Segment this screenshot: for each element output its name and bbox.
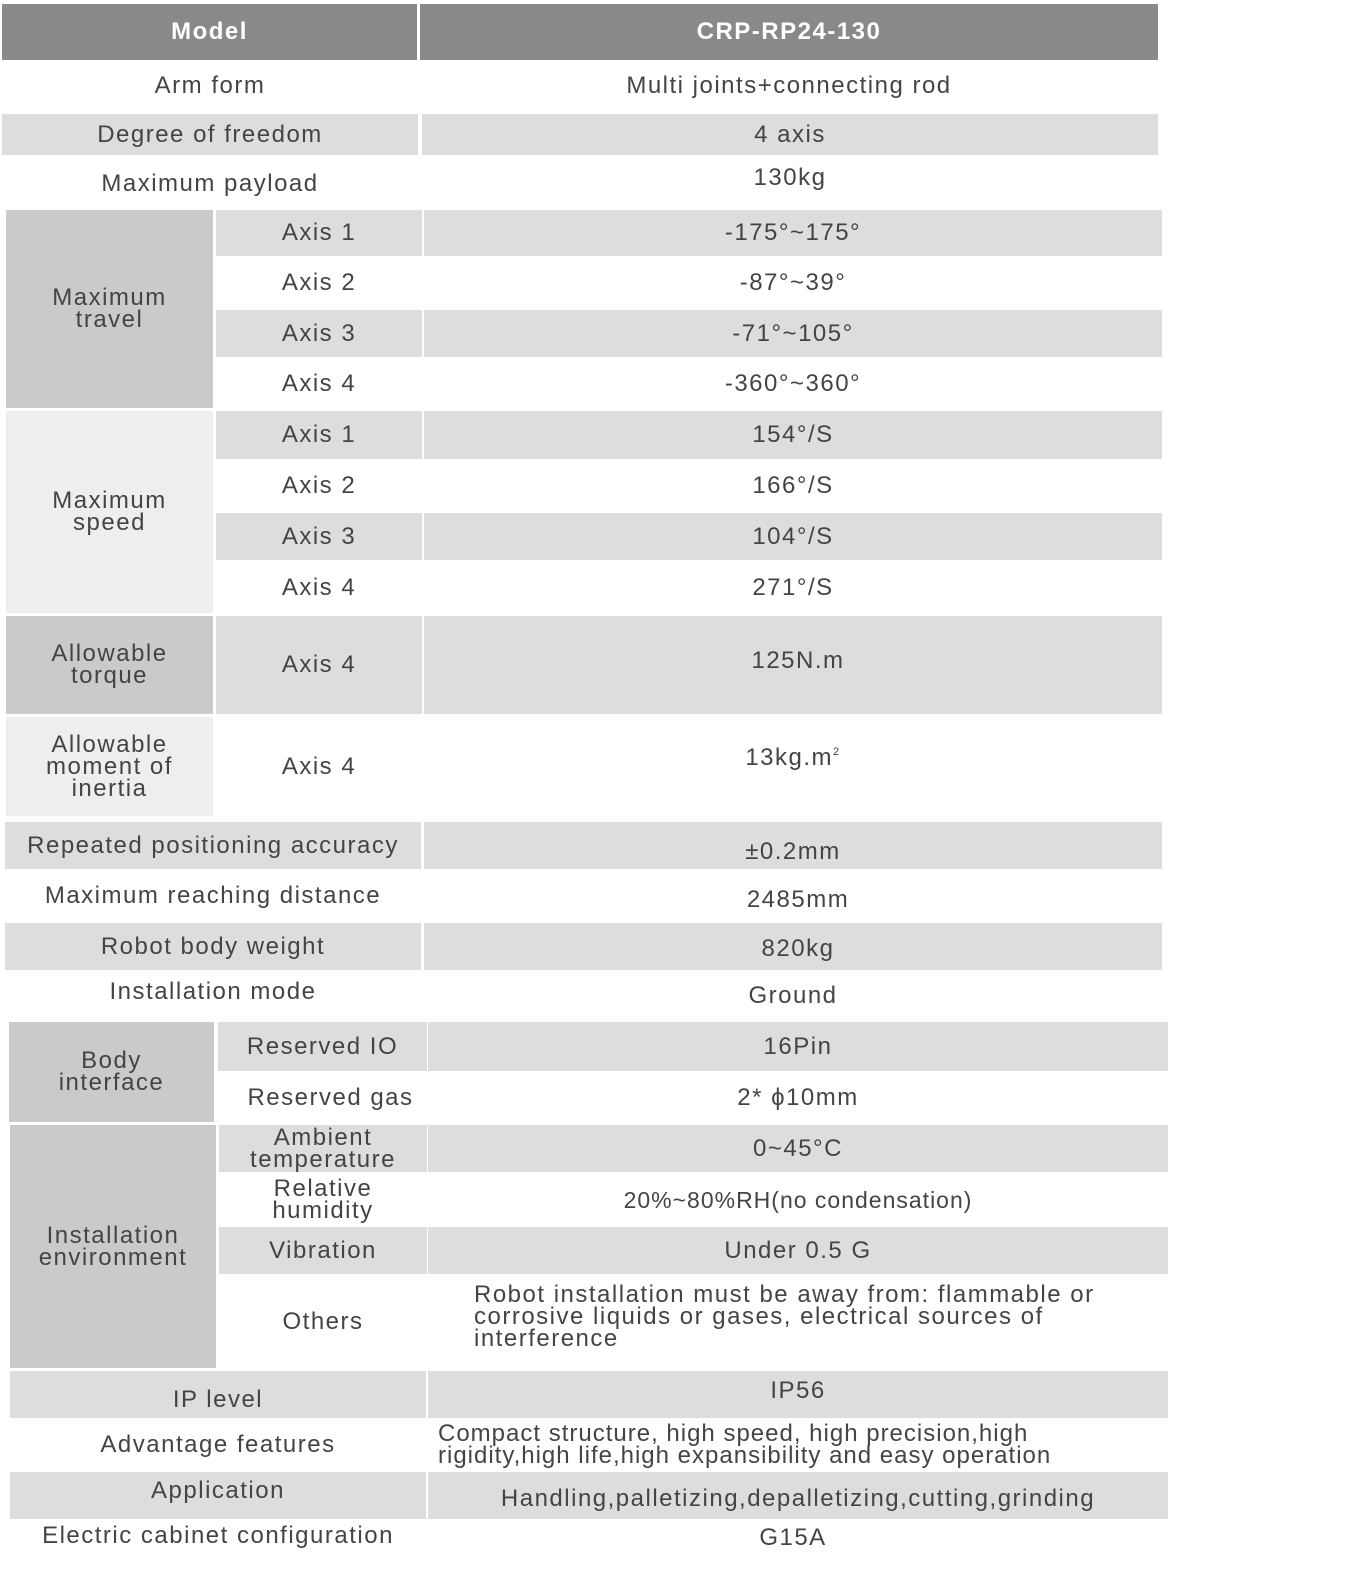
arm-form-label: Arm form: [2, 60, 418, 112]
application-label: Application: [10, 1472, 426, 1519]
ambient-value: 0~45°C: [428, 1125, 1168, 1172]
torque-axis: Axis 4: [216, 616, 422, 714]
advantage-label: Advantage features: [10, 1420, 426, 1470]
payload-label: Maximum payload: [2, 160, 418, 208]
accuracy-label: Repeated positioning accuracy: [5, 822, 421, 869]
reach-label: Maximum reaching distance: [5, 871, 421, 920]
speed-axis-2: Axis 2: [216, 461, 422, 511]
install-mode-value: Ground: [424, 972, 1162, 1020]
environment-label: Installation environment: [10, 1125, 216, 1368]
ip-value: IP56: [428, 1371, 1168, 1418]
speed-axis-4: Axis 4: [216, 562, 422, 613]
inertia-label: Allowable moment of inertia: [6, 717, 213, 816]
others-label: Others: [219, 1276, 427, 1368]
torque-value: 125N.m: [424, 616, 1162, 714]
inertia-value-sup: 2: [833, 746, 841, 758]
speed-label: Maximum speed: [6, 411, 213, 613]
humidity-value: 20%~80%RH(no condensation): [428, 1174, 1168, 1225]
reserved-io-value: 16Pin: [428, 1022, 1168, 1071]
inertia-value-text: 13kg.m: [745, 744, 834, 771]
advantage-value: Compact structure, high speed, high prec…: [438, 1420, 1168, 1470]
install-mode-label: Installation mode: [5, 972, 421, 1012]
vibration-value: Under 0.5 G: [428, 1227, 1168, 1274]
ambient-label: Ambient temperature: [219, 1125, 427, 1172]
application-value: Handling,palletizing,depalletizing,cutti…: [428, 1472, 1168, 1519]
header-label: Model: [2, 4, 417, 60]
speed-value-3: 104°/S: [424, 513, 1162, 560]
inertia-value: 13kg.m 2: [424, 717, 1162, 816]
header-model: CRP-RP24-130: [420, 4, 1158, 60]
reserved-gas-value: 2* ϕ10mm: [428, 1073, 1168, 1122]
body-interface-label: Body interface: [9, 1022, 214, 1122]
payload-value: 130kg: [422, 155, 1158, 200]
speed-axis-3: Axis 3: [216, 513, 422, 560]
accuracy-value: ±0.2mm: [424, 822, 1162, 869]
vibration-label: Vibration: [219, 1227, 427, 1274]
speed-value-2: 166°/S: [424, 461, 1162, 511]
cabinet-label: Electric cabinet configuration: [10, 1521, 426, 1551]
travel-axis-4: Axis 4: [216, 359, 422, 408]
humidity-label: Relative humidity: [219, 1174, 427, 1225]
travel-value-1: -175°~175°: [424, 210, 1162, 256]
reserved-io-label: Reserved IO: [218, 1022, 427, 1071]
speed-value-4: 271°/S: [424, 562, 1162, 613]
arm-form-value: Multi joints+connecting rod: [420, 60, 1158, 112]
reach-value: 2485mm: [424, 871, 1162, 920]
travel-axis-2: Axis 2: [216, 258, 422, 308]
ip-label: IP level: [10, 1371, 426, 1418]
travel-label: Maximum travel: [6, 210, 213, 408]
speed-value-1: 154°/S: [424, 411, 1162, 459]
cabinet-value: G15A: [428, 1521, 1168, 1555]
dof-label: Degree of freedom: [2, 114, 418, 155]
travel-axis-3: Axis 3: [216, 310, 422, 357]
travel-value-2: -87°~39°: [424, 258, 1162, 308]
dof-value: 4 axis: [422, 114, 1158, 155]
reserved-gas-label: Reserved gas: [218, 1073, 443, 1122]
weight-label: Robot body weight: [5, 923, 421, 970]
weight-value: 820kg: [424, 923, 1162, 970]
travel-value-3: -71°~105°: [424, 310, 1162, 357]
inertia-axis: Axis 4: [216, 717, 422, 816]
others-value: Robot installation must be away from: fl…: [474, 1276, 1154, 1368]
travel-axis-1: Axis 1: [216, 210, 422, 256]
torque-label: Allowable torque: [6, 616, 213, 714]
speed-axis-1: Axis 1: [216, 411, 422, 459]
travel-value-4: -360°~360°: [424, 359, 1162, 408]
